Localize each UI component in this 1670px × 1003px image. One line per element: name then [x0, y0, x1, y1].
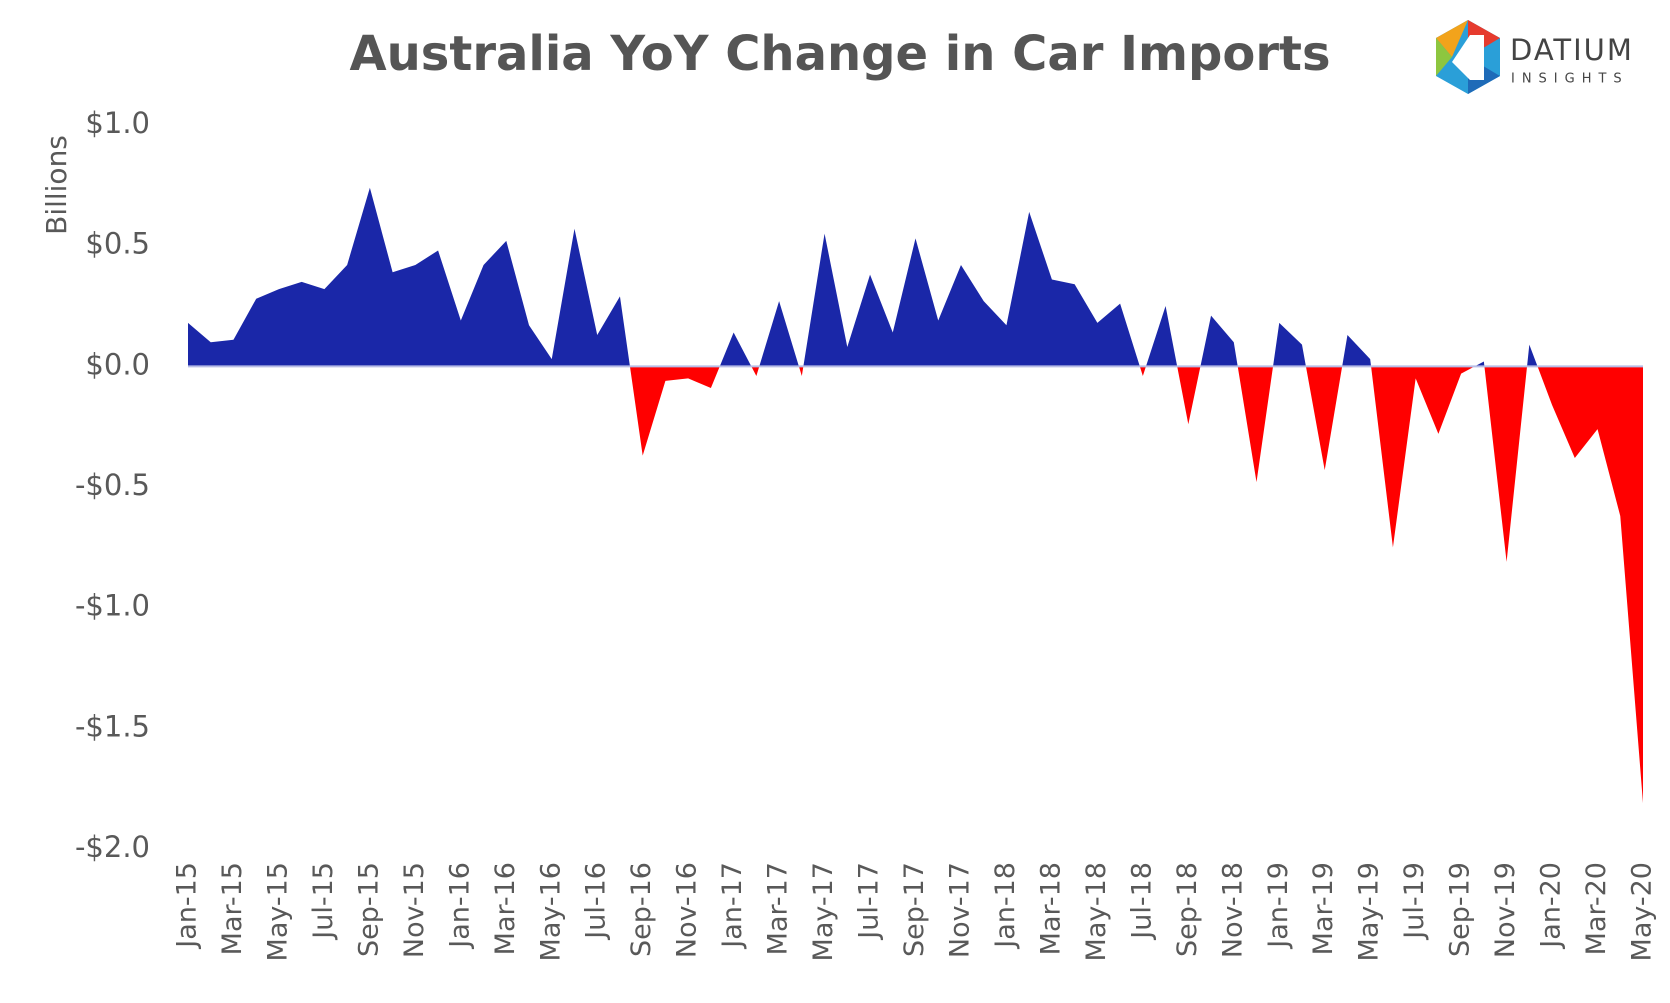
x-tick-label: Jan-16 [444, 862, 475, 950]
x-tick-label: Sep-19 [1445, 862, 1476, 957]
x-tick-label: Jul-17 [854, 862, 885, 941]
logo-mark [1452, 35, 1484, 80]
x-tick-label: May-20 [1627, 862, 1658, 961]
x-tick-label: Mar-18 [1035, 862, 1066, 955]
y-tick-label: -$0.5 [75, 468, 150, 502]
x-tick-label: Nov-19 [1490, 862, 1521, 958]
x-tick-label: May-18 [1081, 862, 1112, 961]
area-positive [188, 187, 1643, 367]
x-tick-label: Sep-18 [1172, 862, 1203, 957]
x-tick-label: Jul-15 [308, 862, 339, 941]
x-tick-label: Nov-15 [399, 862, 430, 958]
y-tick-label: -$1.5 [75, 709, 150, 743]
logo: DATIUM INSIGHTS [1436, 20, 1634, 94]
y-tick-label: $0.5 [85, 227, 150, 261]
x-tick-label: May-15 [262, 862, 293, 961]
x-tick-label: Sep-16 [626, 862, 657, 957]
x-tick-label: Mar-19 [1308, 862, 1339, 955]
x-tick-label: Jan-18 [990, 862, 1021, 950]
x-tick-label: Sep-17 [899, 862, 930, 957]
logo-name: DATIUM [1510, 33, 1634, 67]
x-tick-label: Mar-17 [763, 862, 794, 955]
logo-facet [1436, 20, 1468, 57]
x-tick-label: May-16 [535, 862, 566, 961]
x-tick-label: Nov-16 [672, 862, 703, 958]
y-tick-label: -$2.0 [75, 830, 150, 864]
x-tick-label: Mar-20 [1581, 862, 1612, 955]
x-tick-label: Nov-17 [944, 862, 975, 958]
logo-tagline: INSIGHTS [1511, 72, 1629, 87]
x-tick-label: Jan-17 [717, 862, 748, 950]
x-tick-label: May-17 [808, 862, 839, 961]
y-axis-label: Billions [40, 135, 73, 235]
x-tick-label: Jul-19 [1399, 862, 1430, 941]
x-tick-label: Mar-16 [490, 862, 521, 955]
y-tick-label: $0.0 [85, 347, 150, 381]
x-tick-label: Jan-15 [172, 862, 203, 950]
x-tick-label: Nov-18 [1217, 862, 1248, 958]
x-tick-label: Jul-16 [581, 862, 612, 941]
x-tick-label: Jan-20 [1536, 862, 1567, 950]
x-tick-label: May-19 [1354, 862, 1385, 961]
x-tick-label: Sep-15 [353, 862, 384, 957]
logo-facet [1436, 38, 1452, 76]
y-tick-label: -$1.0 [75, 589, 150, 623]
x-tick-label: Jan-19 [1263, 862, 1294, 950]
chart-title: Australia YoY Change in Car Imports [349, 26, 1330, 82]
area-negative [629, 366, 1643, 804]
x-tick-label: Mar-15 [217, 862, 248, 955]
y-tick-label: $1.0 [85, 106, 150, 140]
x-tick-label: Jul-18 [1126, 862, 1157, 941]
